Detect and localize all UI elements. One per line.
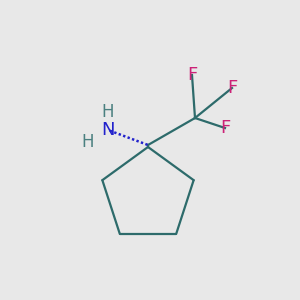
Text: H: H <box>82 133 94 151</box>
Text: F: F <box>220 119 230 137</box>
Text: H: H <box>102 103 114 121</box>
Text: F: F <box>227 79 237 97</box>
Text: N: N <box>101 121 115 139</box>
Text: F: F <box>187 66 197 84</box>
